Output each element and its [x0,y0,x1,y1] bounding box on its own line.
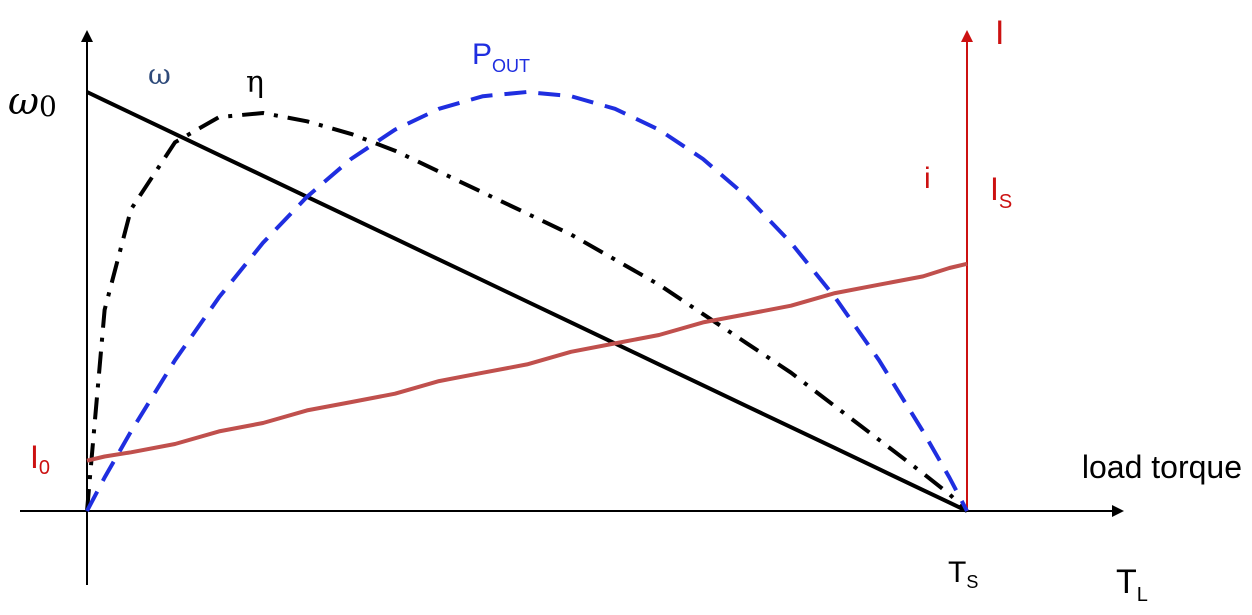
ts-sub: S [966,572,978,592]
current-axis-label: I [995,14,1004,52]
current-series-label: i [924,162,931,195]
omega0-sub: 0 [39,90,57,123]
i0-main: I [30,439,39,475]
current-curve [86,261,968,463]
pout-label-sub: OUT [492,56,530,76]
is-sub: S [999,191,1012,213]
is-main: I [990,171,999,207]
efficiency-curve [85,111,969,513]
output-power-curve [85,90,969,512]
omega-series-label: ω [148,58,171,91]
eta-series-label: η [246,65,264,100]
omega0-main: ω [8,79,39,123]
ts-tick-label: TS [948,556,978,592]
tl-sub: L [1137,584,1148,606]
ts-main: T [948,556,966,589]
speed-curve [86,90,968,513]
pout-series-label: POUT [472,38,530,76]
tl-axis-symbol: TL [1116,563,1148,606]
i0-sub: 0 [39,457,50,479]
i0-tick-label: I0 [30,439,50,479]
x-axis-label: load torque [1082,449,1242,485]
omega0-tick-label: ω0 [8,79,57,123]
pout-label-main: P [472,38,492,71]
is-tick-label: IS [990,171,1012,213]
tl-main: T [1116,563,1137,601]
